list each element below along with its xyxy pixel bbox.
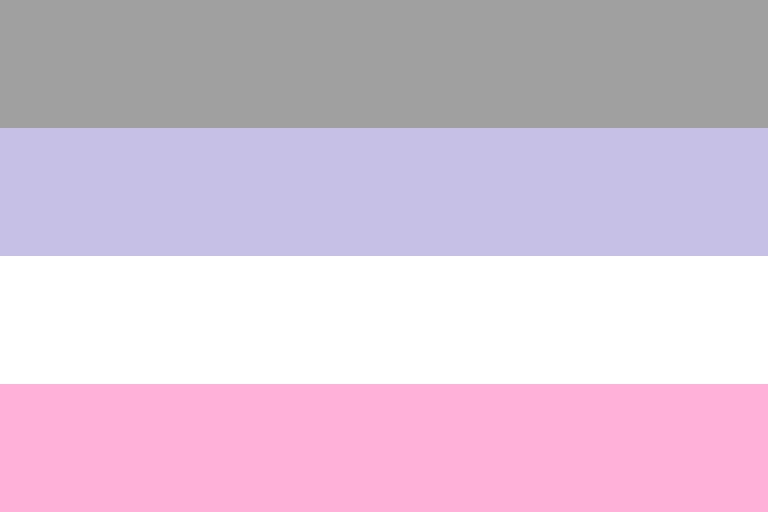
stripe-pink	[0, 384, 768, 512]
stripe-lavender	[0, 128, 768, 256]
stripe-gray	[0, 0, 768, 128]
stripe-white	[0, 256, 768, 384]
